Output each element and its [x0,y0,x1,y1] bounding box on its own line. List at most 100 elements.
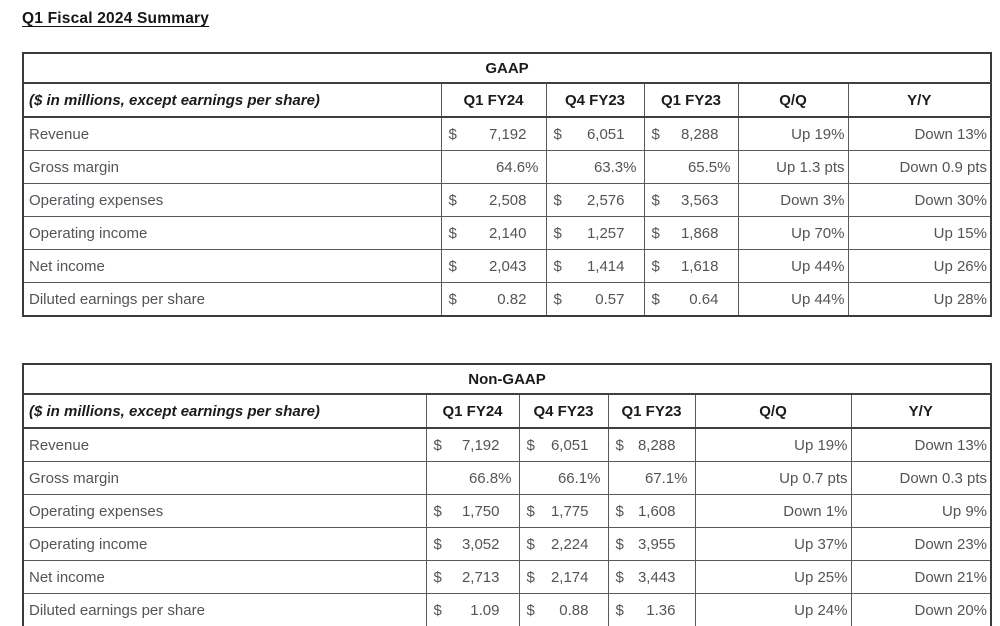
currency-value: $1,608 [616,503,676,520]
dollar-sign: $ [526,535,535,553]
table-row: Net income $2,713 $2,174 $3,443 Up 25% Down 2… [22,560,992,594]
dollar-sign: $ [651,257,660,275]
currency-value-cell: $0.57 [545,282,645,317]
dollar-sign: $ [448,125,457,143]
currency-value: $0.88 [527,602,589,619]
gaap-table: GAAP ($ in millions, except earnings per… [22,52,992,317]
dollar-sign: $ [526,601,535,619]
yy-change-cell: Down 0.9 pts [847,150,992,184]
column-header-q1fy24: Q1 FY24 [440,82,547,118]
column-header-qq: Q/Q [694,393,852,429]
value-number: 1,608 [637,502,676,520]
currency-value-cell: $2,713 [425,560,520,594]
qq-change-cell: Up 1.3 pts [737,150,849,184]
value-number: 2,713 [461,568,500,586]
currency-value: $6,051 [554,126,625,143]
currency-value-cell: $0.82 [440,282,547,317]
table-title-row: Non-GAAP [22,363,992,395]
currency-value: $1,750 [434,503,500,520]
column-header-q4fy23: Q4 FY23 [518,393,609,429]
currency-value: $1,618 [652,258,719,275]
yy-change-cell: Up 15% [847,216,992,250]
yy-change-cell: Up 26% [847,249,992,283]
yy-change-cell: Up 28% [847,282,992,317]
yy-change-cell: Down 23% [850,527,992,561]
currency-value-cell: $1,618 [643,249,739,283]
currency-value-cell: $1.09 [425,593,520,626]
value-number: 2,224 [550,535,589,553]
table-row: Operating expenses $2,508 $2,576 $3,563 Down… [22,183,992,217]
value-number: 0.82 [497,290,527,308]
dollar-sign: $ [526,502,535,520]
dollar-sign: $ [433,436,442,454]
value-number: 7,192 [488,125,527,143]
percent-value-cell: 64.6% [440,150,547,184]
currency-value: $2,576 [554,192,625,209]
currency-value-cell: $1,775 [518,494,609,528]
currency-value: $8,288 [616,437,676,454]
value-number: 1,775 [550,502,589,520]
currency-value-cell: $2,140 [440,216,547,250]
row-label: Net income [22,560,427,594]
currency-value-cell: $1,750 [425,494,520,528]
table-title: Non-GAAP [22,363,992,395]
non-gaap-table: Non-GAAP ($ in millions, except earnings… [22,363,993,626]
value-number: 1,618 [680,257,719,275]
currency-value: $1,775 [527,503,589,520]
yy-change-cell: Down 13% [850,427,992,462]
percent-value-cell: 65.5% [643,150,739,184]
value-number: 7,192 [461,436,500,454]
dollar-sign: $ [553,125,562,143]
row-label: Revenue [22,116,442,151]
dollar-sign: $ [651,191,660,209]
qq-change-cell: Up 0.7 pts [694,461,852,495]
dollar-sign: $ [433,568,442,586]
qq-change-cell: Up 37% [694,527,852,561]
currency-value-cell: $2,174 [518,560,609,594]
dollar-sign: $ [651,224,660,242]
value-number: 1,868 [680,224,719,242]
percent-value-cell: 66.1% [518,461,609,495]
units-note: ($ in millions, except earnings per shar… [22,393,427,429]
dollar-sign: $ [553,224,562,242]
currency-value: $7,192 [434,437,500,454]
currency-value: $1,414 [554,258,625,275]
table-row: Operating income $3,052 $2,224 $3,955 Up 37%… [22,527,992,561]
dollar-sign: $ [433,502,442,520]
value-number: 3,563 [680,191,719,209]
value-number: 0.64 [689,290,719,308]
yy-change-cell: Down 0.3 pts [850,461,992,495]
currency-value-cell: $2,043 [440,249,547,283]
currency-value-cell: $0.64 [643,282,739,317]
currency-value: $2,140 [449,225,527,242]
value-number: 1,257 [586,224,625,242]
currency-value: $0.64 [652,291,719,308]
value-number: 6,051 [550,436,589,454]
currency-value-cell: $3,955 [607,527,696,561]
currency-value: $1,257 [554,225,625,242]
table-row: Operating income $2,140 $1,257 $1,868 Up 70%… [22,216,992,250]
row-label: Gross margin [22,150,442,184]
currency-value-cell: $1,257 [545,216,645,250]
value-number: 0.57 [595,290,625,308]
table-row: Diluted earnings per share $1.09 $0.88 $1.3… [22,593,992,626]
table-row: Revenue $7,192 $6,051 $8,288 Up 19% Down 13% [22,427,992,462]
dollar-sign: $ [651,290,660,308]
currency-value-cell: $3,052 [425,527,520,561]
value-number: 2,174 [550,568,589,586]
column-header-row: ($ in millions, except earnings per shar… [22,393,992,429]
row-label: Operating expenses [22,494,427,528]
column-header-yy: Y/Y [850,393,992,429]
row-label: Diluted earnings per share [22,593,427,626]
value-number: 2,043 [488,257,527,275]
column-header-qq: Q/Q [737,82,849,118]
yy-change-cell: Down 20% [850,593,992,626]
currency-value-cell: $0.88 [518,593,609,626]
qq-change-cell: Up 19% [737,116,849,151]
currency-value: $3,052 [434,536,500,553]
value-number: 8,288 [637,436,676,454]
currency-value: $2,224 [527,536,589,553]
currency-value-cell: $1.36 [607,593,696,626]
value-number: 3,443 [637,568,676,586]
